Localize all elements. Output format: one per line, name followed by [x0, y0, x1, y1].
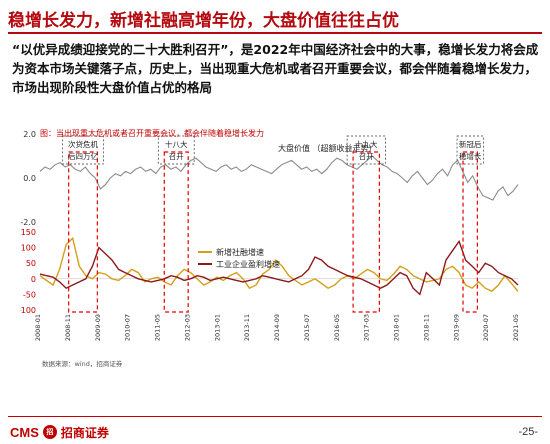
x-tick-label: 2020-07 [482, 314, 490, 341]
x-tick-label: 2008-01 [34, 314, 42, 341]
x-tick-label: 2012-03 [183, 314, 191, 341]
highlight-box-0 [68, 151, 98, 313]
top-y-tick-label: 2.0 [23, 130, 36, 139]
annotation-label: 次贷危机 [68, 139, 98, 149]
highlight-box-2 [352, 151, 380, 313]
x-tick-label: 2010-07 [124, 314, 132, 341]
body-paragraph: “以优异成绩迎接党的二十大胜利召开”，是2022年中国经济社会中的大事，稳增长发… [12, 42, 539, 95]
highlight-boxes [68, 151, 478, 313]
x-tick-label: 2018-01 [393, 314, 401, 341]
annotation-box-2 [346, 135, 386, 165]
series-line-gong-ye-ying-li [39, 239, 519, 296]
x-tick-label: 2015-07 [303, 314, 311, 341]
brand-cms: CMS [10, 424, 39, 440]
bottom-y-tick-label: 150 [21, 228, 36, 237]
footer-divider [8, 416, 542, 417]
x-tick-label: 2014-09 [273, 314, 281, 341]
brand-mark-icon: 招 [42, 425, 57, 439]
series-line-da-pan-jia-zhi [39, 155, 519, 201]
top-y-tick-label: -2.0 [20, 218, 36, 227]
legend-label: 工业企业盈利增速 [216, 259, 280, 269]
bottom-y-tick-label: -100 [20, 306, 36, 315]
x-tick-label: 2016-05 [333, 314, 341, 341]
x-tick-label: 2011-05 [154, 314, 162, 341]
annotation-label: 新冠后 [459, 139, 482, 149]
legend-label: 新增社融增速 [216, 247, 264, 257]
x-tick-label: 2019-09 [452, 314, 460, 341]
annotation-label: 稳增长 [459, 151, 482, 161]
annotation-label: 后四万亿 [68, 151, 98, 161]
x-tick-label: 2008-11 [64, 314, 72, 341]
bottom-y-tick-label: 50 [26, 259, 36, 268]
brand-logo: CMS 招 招商证券 [10, 424, 109, 440]
source-note: 数据来源：wind，招商证券 [42, 360, 123, 368]
x-tick-label: 2013-01 [213, 314, 221, 341]
bottom-y-tick-label: 0 [31, 275, 36, 284]
highlight-box-3 [462, 151, 478, 313]
series-line-she-rong [39, 236, 519, 293]
combined-chart: 2.0 0.0 -2.0 大盘价值 （超额收益走势） 150 100 50 0 -50 -100… [20, 130, 520, 341]
x-tick-label: 2017-03 [363, 314, 371, 341]
annotation-label: 召开 [359, 152, 374, 161]
x-tick-label: 2009-09 [94, 314, 102, 341]
slide-title: 稳增长发力，新增社融高增年份，大盘价值往往占优 [8, 11, 399, 31]
annotation-label: 十九大 [355, 139, 378, 149]
annotation-box-0 [62, 135, 104, 165]
top-y-tick-label: 0.0 [23, 174, 36, 183]
annotation-label: 召开 [169, 152, 184, 161]
x-tick-label: 2013-11 [243, 314, 251, 341]
bottom-y-tick-label: -50 [23, 290, 36, 299]
title-divider [8, 32, 542, 34]
x-tick-label: 2021-05 [512, 314, 520, 341]
annotation-box-3 [456, 135, 484, 165]
annotation-label: 十八大 [165, 139, 188, 149]
top-panel: 2.0 0.0 -2.0 大盘价值 （超额收益走势） [20, 130, 519, 227]
chart-title: 图：当出现重大危机或者召开重要会议，都会伴随着稳增长发力 [40, 129, 264, 138]
highlight-box-1 [163, 151, 189, 313]
brand-name: 招商证券 [60, 425, 109, 440]
x-tick-label: 2018-11 [422, 314, 430, 341]
annotation-box-1 [157, 135, 195, 165]
bottom-y-tick-label: 100 [21, 244, 36, 253]
legend-da-pan-jia-zhi: 大盘价值 （超额收益走势） [278, 143, 377, 153]
page-number: -25- [518, 426, 538, 438]
